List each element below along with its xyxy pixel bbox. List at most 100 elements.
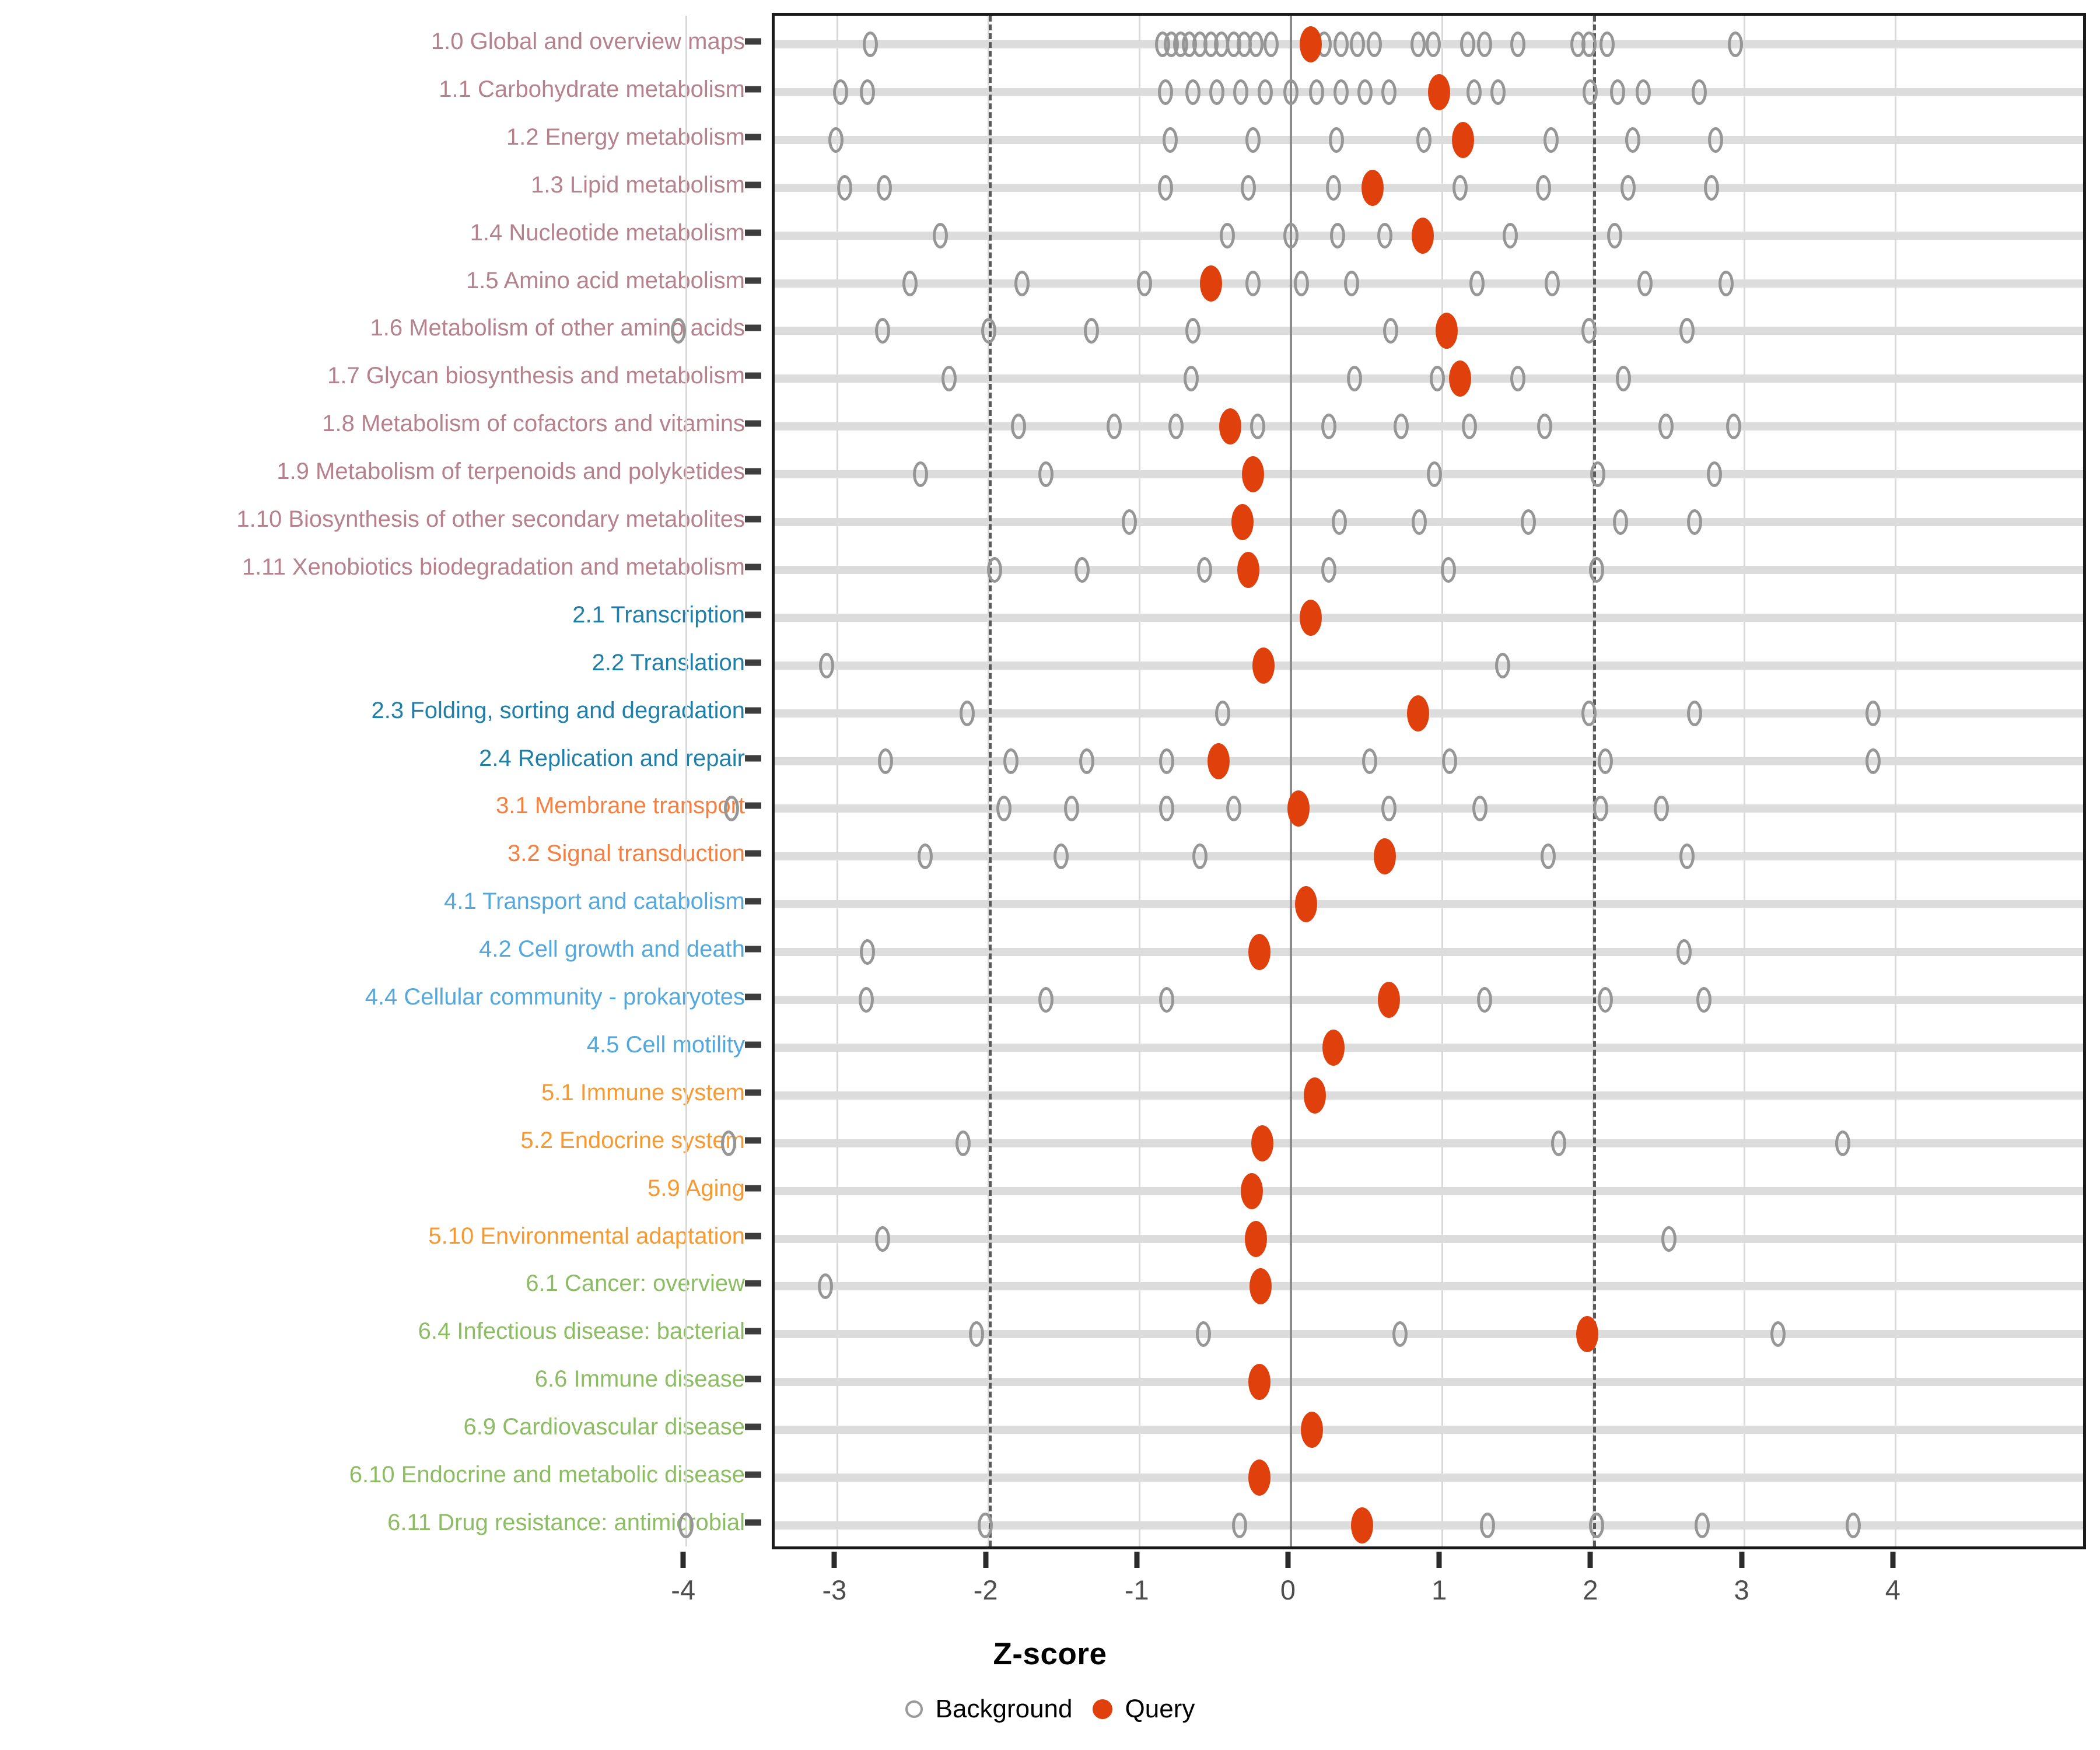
open-circle-icon [905, 1700, 923, 1718]
y-axis-tick [745, 611, 761, 618]
y-axis-label: 1.4 Nucleotide metabolism [470, 219, 745, 246]
background-point [1215, 700, 1231, 726]
background-point [1545, 270, 1560, 296]
background-point [1054, 844, 1069, 870]
y-axis-tick [745, 38, 761, 45]
y-axis-tick [745, 1376, 761, 1382]
background-point [1074, 556, 1090, 583]
background-point [1703, 174, 1719, 201]
query-point [1219, 408, 1242, 445]
background-point [1195, 1321, 1211, 1348]
y-axis-tick [745, 993, 761, 1000]
background-point [902, 270, 918, 296]
y-axis-tick [745, 707, 761, 714]
y-gridline [775, 1282, 2083, 1291]
x-axis-tick [680, 1552, 686, 1568]
y-gridline [775, 565, 2083, 574]
background-point [1381, 796, 1397, 822]
y-axis-tick [745, 898, 761, 905]
chart-legend: Background Query [0, 1695, 2100, 1724]
y-axis-tick [745, 420, 761, 427]
y-gridline [775, 1521, 2083, 1530]
background-point [1220, 222, 1236, 249]
x-axis-tick [1890, 1552, 1896, 1568]
background-point [1687, 509, 1703, 535]
legend-item-background[interactable]: Background [905, 1695, 1073, 1724]
background-point [1543, 127, 1559, 153]
background-point [1609, 79, 1625, 105]
background-point [1136, 270, 1152, 296]
background-point [1581, 318, 1597, 344]
background-point [1121, 509, 1137, 535]
background-point [1362, 748, 1377, 774]
legend-label-query: Query [1125, 1695, 1195, 1723]
background-point [1835, 1130, 1851, 1156]
legend-item-query[interactable]: Query [1092, 1695, 1195, 1724]
background-point [1476, 987, 1492, 1013]
y-gridline [775, 900, 2083, 909]
query-point [1301, 1412, 1324, 1448]
background-point [1038, 461, 1054, 488]
y-gridline [775, 1043, 2083, 1052]
y-gridline [775, 757, 2083, 765]
background-point [1159, 748, 1175, 774]
query-point [1304, 1077, 1326, 1114]
query-point [1287, 790, 1310, 827]
y-axis-label: 2.1 Transcription [572, 601, 745, 628]
y-axis-label: 2.3 Folding, sorting and degradation [371, 697, 745, 723]
y-axis-tick [745, 324, 761, 331]
background-point [1392, 1321, 1408, 1348]
y-axis-label: 5.9 Aging [648, 1175, 745, 1201]
query-point [1435, 313, 1458, 349]
background-point [1377, 222, 1392, 249]
background-point [942, 366, 957, 392]
y-axis-tick [745, 277, 761, 284]
background-point [955, 1130, 971, 1156]
background-point [1333, 79, 1349, 105]
background-point [837, 174, 853, 201]
background-point [1620, 174, 1636, 201]
background-point [1226, 796, 1241, 822]
y-gridline [775, 1186, 2083, 1195]
y-axis-tick [745, 1519, 761, 1526]
background-point [1427, 461, 1443, 488]
query-point [1428, 74, 1451, 110]
background-point [1616, 366, 1632, 392]
background-point [1706, 461, 1722, 488]
background-point [1581, 700, 1597, 726]
background-point [1157, 79, 1173, 105]
background-point [1695, 1512, 1710, 1538]
y-gridline [775, 374, 2083, 383]
query-point [1248, 1460, 1270, 1496]
y-axis-tick [745, 564, 761, 570]
background-point [1425, 32, 1441, 57]
query-point [1251, 1125, 1273, 1161]
x-axis-tick [983, 1552, 989, 1568]
background-point [1003, 748, 1019, 774]
y-axis-label: 1.1 Carbohydrate metabolism [439, 76, 745, 102]
x-axis-tick-label: -2 [973, 1574, 998, 1605]
background-point [932, 222, 948, 249]
query-point [1449, 360, 1472, 397]
background-point [1770, 1321, 1786, 1348]
background-point [978, 1512, 993, 1538]
y-gridline [775, 948, 2083, 957]
background-point [1490, 79, 1506, 105]
y-gridline [775, 1474, 2083, 1482]
background-point [1625, 127, 1640, 153]
background-point [1430, 366, 1446, 392]
background-point [1283, 79, 1298, 105]
background-point [1185, 318, 1200, 344]
background-point [875, 318, 891, 344]
query-point [1231, 504, 1254, 540]
background-point [678, 1512, 694, 1538]
y-axis-label: 6.9 Cardiovascular disease [463, 1414, 745, 1440]
query-point [1199, 265, 1222, 302]
background-point [1168, 414, 1184, 440]
x-axis-tick-label: 2 [1583, 1574, 1598, 1605]
background-point [1209, 79, 1224, 105]
y-axis-label: 1.7 Glycan biosynthesis and metabolism [327, 363, 745, 389]
x-axis-tick-label: -3 [822, 1574, 847, 1605]
background-point [1245, 127, 1261, 153]
background-point [1014, 270, 1030, 296]
